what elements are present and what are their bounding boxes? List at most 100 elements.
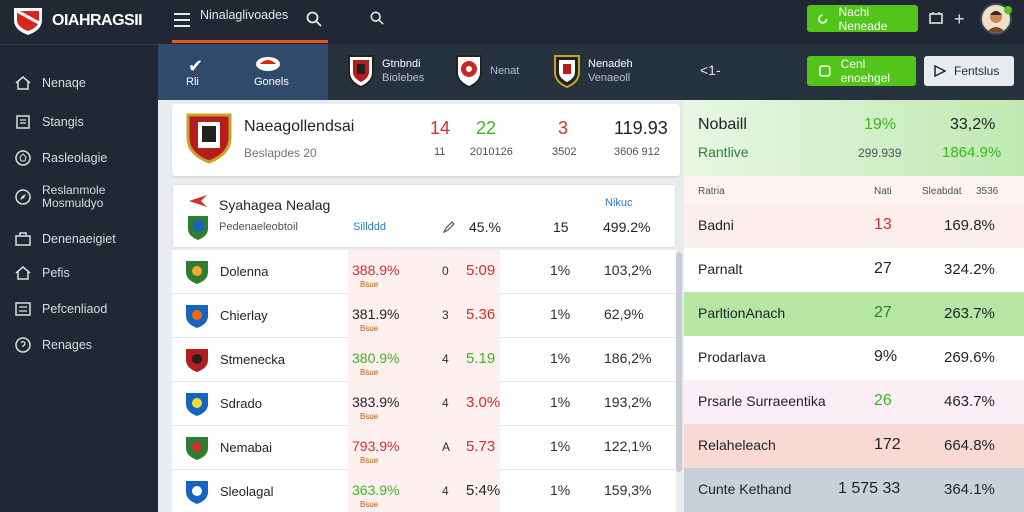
home-icon (15, 266, 31, 280)
strip-team-3[interactable]: Nenadeh Venaeoll (554, 54, 633, 88)
compass-icon (15, 189, 31, 205)
league-link[interactable]: Sillddd (353, 221, 387, 233)
right-row-label: Cunte Kethand (698, 481, 792, 497)
edit-icon[interactable] (443, 221, 455, 233)
table-row[interactable]: Sdrado 383.9% Bsue 4 3.0% 1% 193,2% (172, 382, 676, 426)
share-button[interactable]: Fentslus (924, 56, 1014, 86)
search-icon[interactable] (306, 11, 322, 27)
league-hint[interactable]: Nikuc (605, 197, 633, 209)
stat-value: 22 (476, 118, 497, 138)
user-face-icon (986, 11, 1006, 33)
table-row[interactable]: Nemabai 793.9% Bsue A 5.73 1% 122,1% (172, 426, 676, 470)
right-table-row[interactable]: Prsarle Surraeentika 26 463.7% (684, 380, 1024, 424)
right-header-c1b: 299.939 (858, 146, 902, 160)
flag-icon (189, 195, 207, 207)
sidebar-item-discover[interactable]: Reslanmole Mosmuldyo (14, 184, 105, 210)
shield-logo-icon (14, 8, 42, 35)
check-icon: ✔ (188, 56, 204, 76)
strip-team-2[interactable]: Nenat (456, 54, 519, 88)
team-sub: Nenat (490, 65, 520, 77)
team-crest-icon (186, 349, 208, 372)
featured-team-card[interactable]: Naeagollendsai Beslapdes 20 14 11 22 201… (172, 104, 680, 176)
sidebar-item-matches[interactable]: Rasleolagie (14, 147, 107, 169)
team-crest-icon (456, 55, 482, 88)
team-name: Gtnbndi (382, 58, 421, 70)
team-crest-icon (554, 55, 580, 88)
row-score: 3.0% (466, 394, 501, 411)
right-row-value: 169.8% (944, 217, 995, 234)
row-highlight (348, 250, 500, 294)
table-row[interactable]: Stmenecka 380.9% Bsue 4 5.19 1% 186,2% (172, 338, 676, 382)
right-table-row[interactable]: ParltionAnach 27 263.7% (684, 292, 1024, 336)
sidebar-item-label: Stangis (42, 115, 84, 129)
stat-sub: 3606 912 (614, 146, 660, 158)
strip-active-label: Rli (186, 76, 199, 88)
league-card[interactable]: Syahagea Nealag Pedenaeleobtoil Sillddd … (172, 184, 676, 248)
top-action-button[interactable]: Nachi Neneade (807, 4, 918, 33)
sidebar-item-home[interactable]: Nenaqe (14, 72, 86, 94)
row-tag: Bsue (360, 456, 379, 465)
row-value: 186,2% (604, 350, 652, 366)
stat-sub: 11 (434, 146, 446, 158)
right-row-number: 27 (874, 260, 892, 277)
row-count: 4 (442, 484, 449, 498)
sidebar-item-label: Rasleolagie (42, 151, 108, 165)
app-title: OIAHRAGSII (52, 12, 143, 29)
right-column-headers: Ratria Nati Sleabdat 3536 (684, 176, 1024, 204)
right-panel-header: Nobaill Rantlive 19% 299.939 33,2% 1864.… (684, 100, 1024, 176)
right-table-row[interactable]: Relaheleach 172 664.8% (684, 424, 1024, 468)
add-icon[interactable]: + (954, 9, 965, 29)
sidebar-item-label: Nenaqe (42, 76, 86, 90)
team-name: Nemabai (220, 440, 273, 455)
sidebar-item-management[interactable]: Denenaeigiet (14, 228, 116, 250)
sidebar-item-standings[interactable]: Stangis (14, 111, 84, 133)
right-row-number: 27 (874, 304, 892, 321)
search-tab-label[interactable]: Ninalaglivoades (200, 8, 289, 22)
row-percentage: 380.9% (352, 350, 400, 366)
row-share: 1% (550, 350, 571, 366)
avatar[interactable] (980, 3, 1012, 35)
scrollbar[interactable] (676, 252, 682, 472)
row-value: 103,2% (604, 262, 652, 278)
row-tag: Bsue (360, 368, 379, 377)
right-table-row[interactable]: Parnalt 27 324.2% (684, 248, 1024, 292)
row-share: 1% (550, 262, 571, 278)
right-row-number: 26 (874, 392, 892, 409)
row-share: 1% (550, 438, 571, 454)
strip-active-tab[interactable] (158, 44, 328, 100)
team-name: Stmenecka (220, 352, 286, 367)
team-crest-icon (186, 261, 208, 284)
team-crest-icon (186, 113, 232, 164)
league-value: 499.2% (603, 219, 651, 235)
car-icon[interactable] (254, 54, 282, 74)
right-row-label: Parnalt (698, 261, 743, 277)
right-table-row[interactable]: Cunte Kethand 1 575 33 364.1% (684, 468, 1024, 512)
app-logo[interactable]: OIAHRAGSII (12, 6, 143, 36)
right-row-label: Badni (698, 217, 734, 233)
row-tag: Bsue (360, 280, 379, 289)
sidebar-item-preferences[interactable]: Pefcenliaod (14, 298, 107, 320)
notifications-icon[interactable] (928, 10, 944, 26)
strip-team-1[interactable]: Gtnbndi Biolebes (348, 54, 424, 88)
right-table-row[interactable]: Prodarlava 9% 269.6% (684, 336, 1024, 380)
sidebar-item-files[interactable]: Pefis (14, 262, 70, 284)
sidebar-item-help[interactable]: Renages (14, 334, 92, 356)
row-count: 4 (442, 396, 449, 410)
sidebar-item-label: Pefcenliaod (42, 302, 108, 316)
table-row[interactable]: Sleolagal 363.9% Bsue 4 5:4% 1% 159,3% (172, 470, 676, 512)
refresh-icon (818, 13, 828, 24)
refresh-icon (819, 65, 831, 77)
search-icon[interactable] (370, 11, 384, 25)
row-percentage: 383.9% (352, 394, 400, 410)
right-row-number: 172 (874, 436, 901, 453)
row-tag: Bsue (360, 412, 379, 421)
follow-button[interactable]: Cenl enoehgel (807, 56, 916, 86)
row-count: A (442, 440, 451, 454)
right-table-row[interactable]: Badni 13 169.8% (684, 204, 1024, 248)
row-score: 5.73 (466, 438, 496, 455)
strip-badge-label: Gonels (254, 76, 289, 88)
table-row[interactable]: Chierlay 381.9% Bsue 3 5.36 1% 62,9% (172, 294, 676, 338)
table-row[interactable]: Dolenna 388.9% Bsue 0 5:09 1% 103,2% (172, 250, 676, 294)
top-action-label: Nachi Neneade (838, 4, 888, 33)
hamburger-menu-icon[interactable] (174, 13, 190, 27)
